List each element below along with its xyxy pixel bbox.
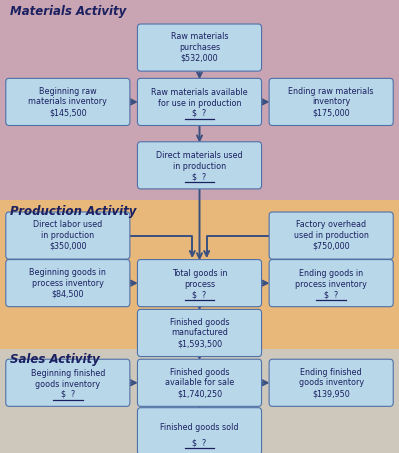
Text: Direct materials used
in production: Direct materials used in production [156,151,243,171]
Bar [0,200,399,349]
FancyBboxPatch shape [137,309,261,357]
Text: Beginning raw
materials inventory
$145,500: Beginning raw materials inventory $145,5… [28,87,107,117]
Text: Sales Activity: Sales Activity [10,353,100,366]
Bar [0,0,399,200]
Text: Total goods in
process: Total goods in process [172,269,227,289]
Text: Materials Activity: Materials Activity [10,5,126,18]
Text: Beginning finished
goods inventory: Beginning finished goods inventory [31,369,105,389]
Text: $  ?: $ ? [61,390,75,399]
Text: $  ?: $ ? [192,439,207,447]
FancyBboxPatch shape [137,359,261,406]
FancyBboxPatch shape [6,212,130,259]
FancyBboxPatch shape [137,260,261,307]
FancyBboxPatch shape [269,78,393,125]
Text: Ending raw materials
inventory
$175,000: Ending raw materials inventory $175,000 [288,87,374,117]
Text: Raw materials available
for use in production: Raw materials available for use in produ… [151,88,248,108]
Text: Ending finished
goods inventory
$139,950: Ending finished goods inventory $139,950 [298,367,364,398]
FancyBboxPatch shape [269,212,393,259]
FancyBboxPatch shape [269,359,393,406]
FancyBboxPatch shape [137,408,261,453]
FancyBboxPatch shape [6,260,130,307]
Text: Beginning goods in
process inventory
$84,500: Beginning goods in process inventory $84… [30,268,106,299]
FancyBboxPatch shape [269,260,393,307]
FancyBboxPatch shape [6,78,130,125]
Text: $  ?: $ ? [192,109,207,118]
FancyBboxPatch shape [6,359,130,406]
Text: Finished goods
available for sale
$1,740,250: Finished goods available for sale $1,740… [165,367,234,398]
Text: $  ?: $ ? [324,290,338,299]
Text: Direct labor used
in production
$350,000: Direct labor used in production $350,000 [33,220,103,251]
FancyBboxPatch shape [137,24,261,71]
Text: Finished goods sold: Finished goods sold [160,423,239,432]
Text: $  ?: $ ? [192,290,207,299]
Text: Ending goods in
process inventory: Ending goods in process inventory [295,269,367,289]
Text: Factory overhead
used in production
$750,000: Factory overhead used in production $750… [294,220,369,251]
FancyBboxPatch shape [137,142,261,189]
Text: Raw materials
purchases
$532,000: Raw materials purchases $532,000 [171,32,228,63]
FancyBboxPatch shape [137,78,261,125]
Bar [0,349,399,453]
Text: Production Activity: Production Activity [10,205,136,218]
Text: Finished goods
manufactured
$1,593,500: Finished goods manufactured $1,593,500 [170,318,229,348]
Text: $  ?: $ ? [192,173,207,181]
